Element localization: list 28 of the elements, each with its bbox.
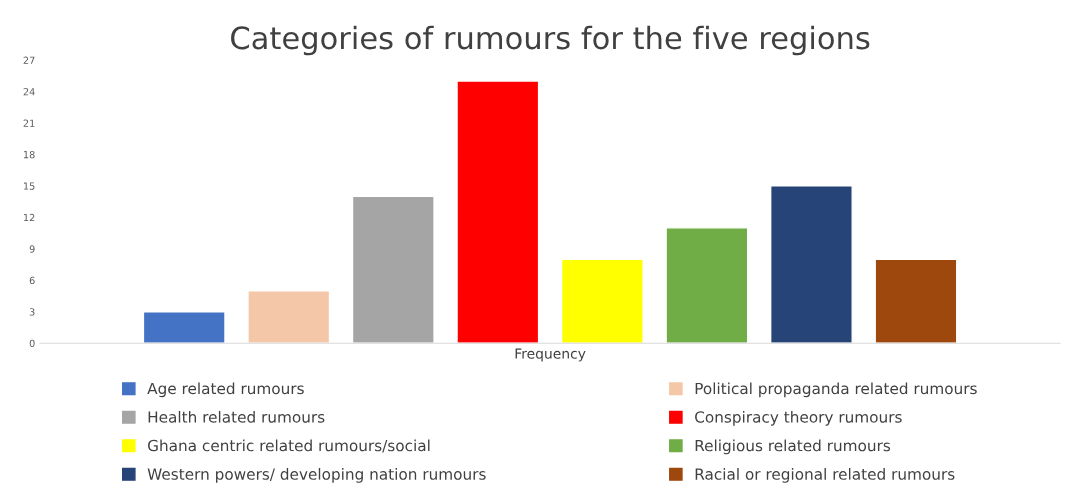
legend-label: Health related rumours	[148, 410, 325, 423]
bar	[560, 258, 644, 344]
y-tick-label: 18	[23, 150, 35, 159]
bar	[351, 195, 435, 344]
y-tick-label: 15	[23, 182, 35, 190]
bar	[874, 258, 958, 344]
legend-label: Conspiracy theory rumours	[695, 410, 902, 426]
bar	[142, 311, 226, 344]
bar	[247, 290, 331, 344]
y-tick-label: 12	[23, 213, 35, 222]
y-tick-label: 6	[29, 276, 35, 285]
legend-label: Racial or regional related rumours	[695, 468, 955, 483]
legend-label: Age related rumours	[147, 382, 304, 398]
legend-label: Political propaganda related rumours	[695, 382, 977, 398]
y-tick-label: 24	[23, 88, 35, 96]
y-tick-label: 27	[23, 56, 35, 64]
y-tick-label: 9	[29, 245, 35, 253]
y-tick-label: 0	[29, 339, 35, 348]
bar	[456, 80, 540, 344]
legend-label: Western powers/ developing nation rumours	[147, 468, 486, 483]
chart-title: Categories of rumours for the five regions	[231, 25, 870, 56]
legend-label: Religious related rumours	[695, 439, 891, 455]
y-tick-label: 21	[23, 119, 35, 127]
bar	[769, 185, 853, 344]
y-tick-label: 3	[29, 308, 35, 316]
bar	[665, 227, 749, 344]
x-tick-label: Frequency	[515, 348, 586, 362]
legend-label: Ghana centric related rumours/social	[147, 439, 430, 453]
